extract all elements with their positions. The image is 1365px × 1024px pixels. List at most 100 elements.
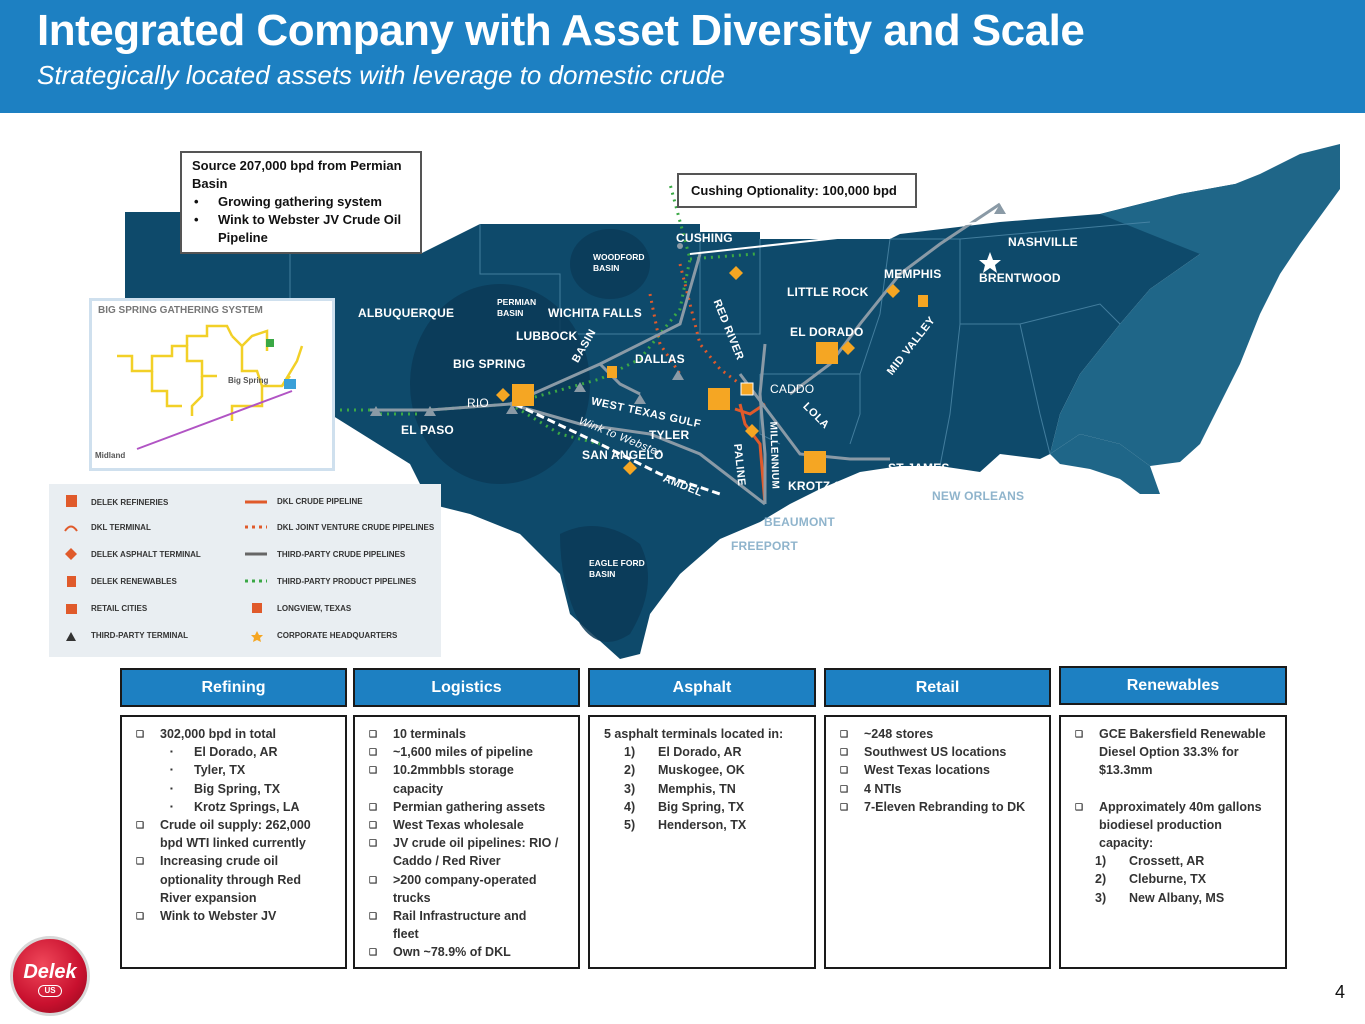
map-legend: DELEK REFINERIES DKL TERMINAL DELEK ASPH… [49, 484, 441, 657]
segment-box-refining: 302,000 bpd in totalEl Dorado, ARTyler, … [120, 715, 347, 969]
segment-item: El Dorado, AR [128, 743, 339, 761]
delek-logo: Delek US [10, 936, 90, 1016]
segment-item-number: 5) [624, 818, 636, 833]
segment-item-number: 3) [1095, 890, 1107, 905]
segment-item-text: Memphis, TN [658, 781, 736, 796]
segment-item: Rail Infrastructure and [361, 907, 572, 925]
longview-marker [740, 382, 754, 396]
segment-header-refining: Refining [120, 668, 347, 707]
city-krotz-springs: KROTZ SPRINGS [788, 479, 890, 493]
map-land-east [1050, 144, 1340, 466]
segment-item: Own ~78.9% of DKL [361, 943, 572, 961]
segment-item: >200 company-operated [361, 871, 572, 889]
segment-item: 1) Crossett, AR [1067, 852, 1279, 870]
segment-box-retail: ~248 storesSouthwest US locationsWest Te… [824, 715, 1051, 969]
city-cushing: CUSHING [676, 231, 733, 245]
segment-item: capacity [393, 781, 444, 796]
segment-item: 10 terminals [361, 725, 572, 743]
segment-item: 2) Muskogee, OK [596, 761, 808, 779]
city-tyler: TYLER [649, 428, 690, 442]
segment-item-number: 1) [624, 745, 636, 760]
segment-item: 4) Big Spring, TX [596, 798, 808, 816]
legend-delek-refineries: DELEK REFINERIES [91, 498, 169, 507]
permian-callout-text: Source 207,000 bpd from Permian Basin [192, 158, 402, 191]
inset-map-graphic [117, 324, 304, 450]
city-st-james: ST JAMES [888, 461, 950, 475]
segment-item: 3) Memphis, TN [596, 780, 808, 798]
map-graphic [125, 144, 1340, 659]
segment-header-asphalt: Asphalt [588, 668, 816, 707]
segment-item: Krotz Springs, LA [128, 798, 339, 816]
segment-item-text: Muskogee, OK [658, 763, 745, 778]
segment-item: 5) Henderson, TX [596, 816, 808, 834]
segment-box-asphalt: 5 asphalt terminals located in: 1) El Dora… [588, 715, 816, 969]
segment-item: 5 asphalt terminals located in: [604, 727, 784, 741]
city-new-orleans: NEW ORLEANS [932, 489, 1025, 503]
city-lubbock: LUBBOCK [516, 329, 578, 343]
segment-box-logistics: 10 terminals~1,600 miles of pipeline10.2… [353, 715, 580, 969]
wink-to-webster-line [514, 402, 721, 496]
segment-item: River expansion [160, 890, 257, 905]
segment-header-renewables: Renewables [1059, 666, 1287, 705]
segment-item: trucks [393, 890, 431, 905]
segment-header-logistics: Logistics [353, 668, 580, 707]
city-beaumont: BEAUMONT [764, 515, 835, 529]
segment-item: ~1,600 miles of pipeline [361, 743, 572, 761]
refinery-big-spring [512, 384, 534, 406]
segment-item: fleet [393, 927, 419, 942]
segment-item: Crude oil supply: 262,000 [128, 816, 339, 834]
segment-item-text: Crossett, AR [1129, 854, 1205, 869]
big-spring-gathering-inset: BIG SPRING GATHERING SYSTEM Big Spring M… [89, 298, 335, 471]
city-dallas: DALLAS [635, 352, 685, 366]
segment-item-text: Henderson, TX [658, 818, 747, 833]
title-bar: Integrated Company with Asset Diversity … [0, 0, 1365, 113]
segment-item-text: El Dorado, AR [658, 745, 742, 760]
basin-label-permian: PERMIAN BASIN [497, 297, 537, 318]
legend-retail-cities: RETAIL CITIES [91, 604, 148, 613]
segment-item-number: 4) [624, 799, 636, 814]
page-number: 4 [1335, 982, 1346, 1002]
asset-map: ALBUQUERQUE LUBBOCK WICHITA FALLS DALLAS… [0, 114, 1365, 670]
segment-item: Wink to Webster JV [128, 907, 339, 925]
segment-item: optionality through Red [160, 872, 301, 887]
segment-item: Increasing crude oil [128, 852, 339, 870]
segment-item-text: Big Spring, TX [658, 799, 745, 814]
segment-item: West Texas wholesale [361, 816, 572, 834]
basin-label-woodford: WOODFORD BASIN [593, 252, 645, 273]
segment-item: 10.2mmbbls storage [361, 761, 572, 779]
refinery-el-dorado [816, 342, 838, 364]
legend-delek-renewables: DELEK RENEWABLES [91, 577, 177, 586]
legend-corporate-hq: CORPORATE HEADQUARTERS [277, 631, 398, 640]
segment-item: Southwest US locations [832, 743, 1043, 761]
inset-title: BIG SPRING GATHERING SYSTEM [98, 305, 263, 316]
cushing-callout: Cushing Optionality: 100,000 bpd [677, 173, 917, 208]
segment-item-number: 2) [1095, 872, 1107, 887]
city-brentwood: BRENTWOOD [979, 271, 1061, 285]
segment-item: bpd WTI linked currently [160, 836, 306, 851]
segment-item: 4 NTIs [832, 780, 1043, 798]
legend-longview-texas: LONGVIEW, TEXAS [277, 604, 352, 613]
segment-item: Approximately 40m gallons [1067, 798, 1279, 816]
segment-item-text: Cleburne, TX [1129, 872, 1207, 887]
legend-symbols [64, 495, 267, 642]
legend-dkl-crude-pipeline: DKL CRUDE PIPELINE [277, 497, 363, 506]
city-nashville: NASHVILLE [1008, 235, 1078, 249]
segment-item-text: New Albany, MS [1129, 890, 1225, 905]
legend-dkl-terminal: DKL TERMINAL [91, 523, 151, 532]
segment-item: Big Spring, TX [128, 780, 339, 798]
segment-item-number: 1) [1095, 854, 1107, 869]
segment-item: 2) Cleburne, TX [1067, 870, 1279, 888]
refinery-tyler [708, 388, 730, 410]
legend-third-party-product: THIRD-PARTY PRODUCT PIPELINES [277, 577, 417, 586]
permian-callout: Source 207,000 bpd from Permian Basin Gr… [180, 151, 422, 254]
city-wichita-falls: WICHITA FALLS [548, 306, 642, 320]
legend-asphalt-terminal: DELEK ASPHALT TERMINAL [91, 550, 201, 559]
segment-item-number: 2) [624, 763, 636, 778]
permian-callout-bullet: Wink to Webster JV Crude Oil Pipeline [192, 211, 410, 247]
slide-title: Integrated Company with Asset Diversity … [37, 6, 1085, 55]
segment-item: Diesel Option 33.3% for [1099, 745, 1239, 760]
basin-label-eagle-ford: EAGLE FORD BASIN [589, 558, 645, 579]
map-florida [1050, 434, 1160, 494]
eagle-ford-basin-shape [560, 526, 648, 642]
city-memphis: MEMPHIS [884, 267, 942, 281]
